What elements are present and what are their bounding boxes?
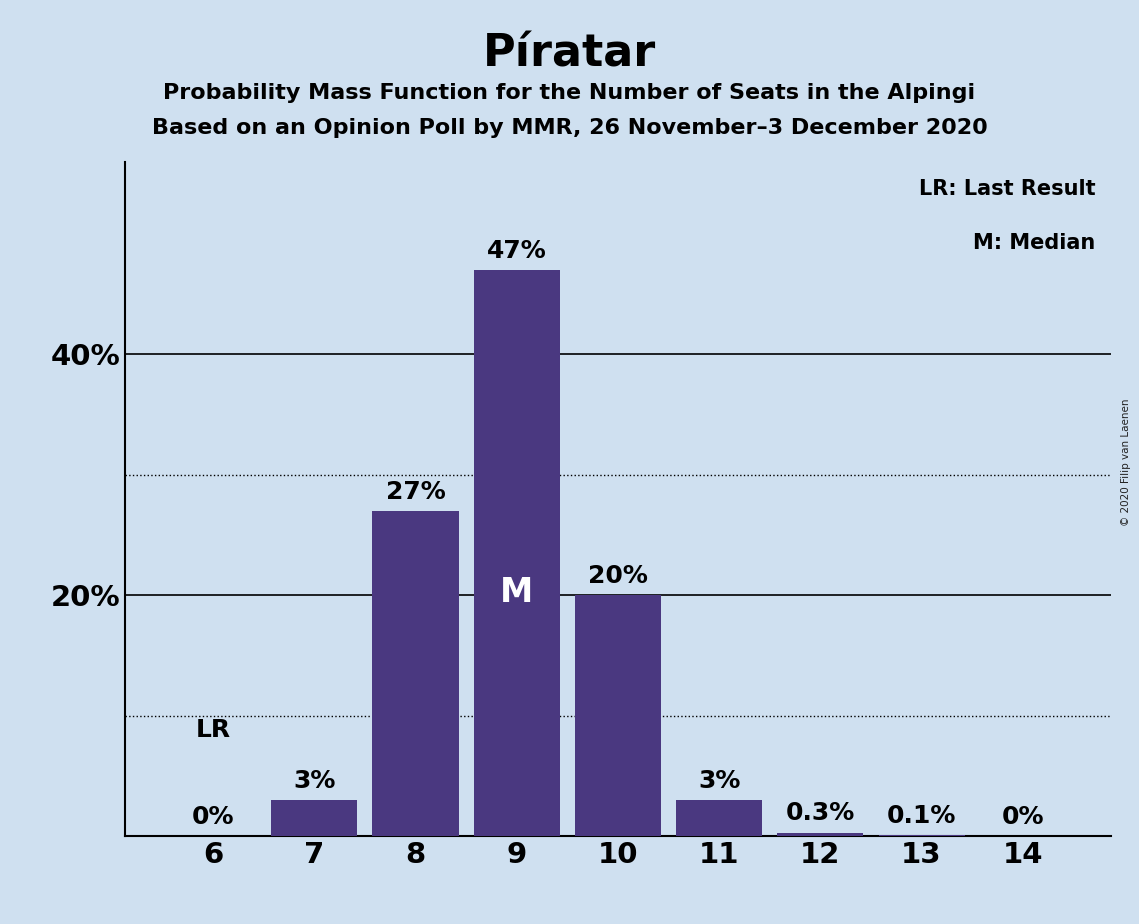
- Text: 27%: 27%: [386, 480, 445, 504]
- Text: 20%: 20%: [588, 564, 648, 588]
- Bar: [878, 835, 965, 836]
- Text: 3%: 3%: [698, 769, 740, 793]
- Text: 0.3%: 0.3%: [786, 801, 855, 825]
- Text: 3%: 3%: [293, 769, 336, 793]
- Text: Probability Mass Function for the Number of Seats in the Alpingi: Probability Mass Function for the Number…: [163, 83, 976, 103]
- Bar: [271, 800, 358, 836]
- Bar: [575, 595, 661, 836]
- Bar: [677, 800, 762, 836]
- Text: 0.1%: 0.1%: [887, 804, 957, 828]
- Text: M: Median: M: Median: [974, 233, 1096, 252]
- Bar: [777, 833, 863, 836]
- Text: LR: LR: [196, 718, 231, 742]
- Text: 47%: 47%: [486, 239, 547, 263]
- Bar: [372, 511, 459, 836]
- Text: 0%: 0%: [1001, 805, 1044, 829]
- Text: Based on an Opinion Poll by MMR, 26 November–3 December 2020: Based on an Opinion Poll by MMR, 26 Nove…: [151, 118, 988, 139]
- Text: Píratar: Píratar: [483, 32, 656, 76]
- Text: © 2020 Filip van Laenen: © 2020 Filip van Laenen: [1121, 398, 1131, 526]
- Text: 0%: 0%: [191, 805, 235, 829]
- Text: LR: Last Result: LR: Last Result: [919, 178, 1096, 199]
- Text: M: M: [500, 577, 533, 609]
- Bar: [474, 270, 559, 836]
